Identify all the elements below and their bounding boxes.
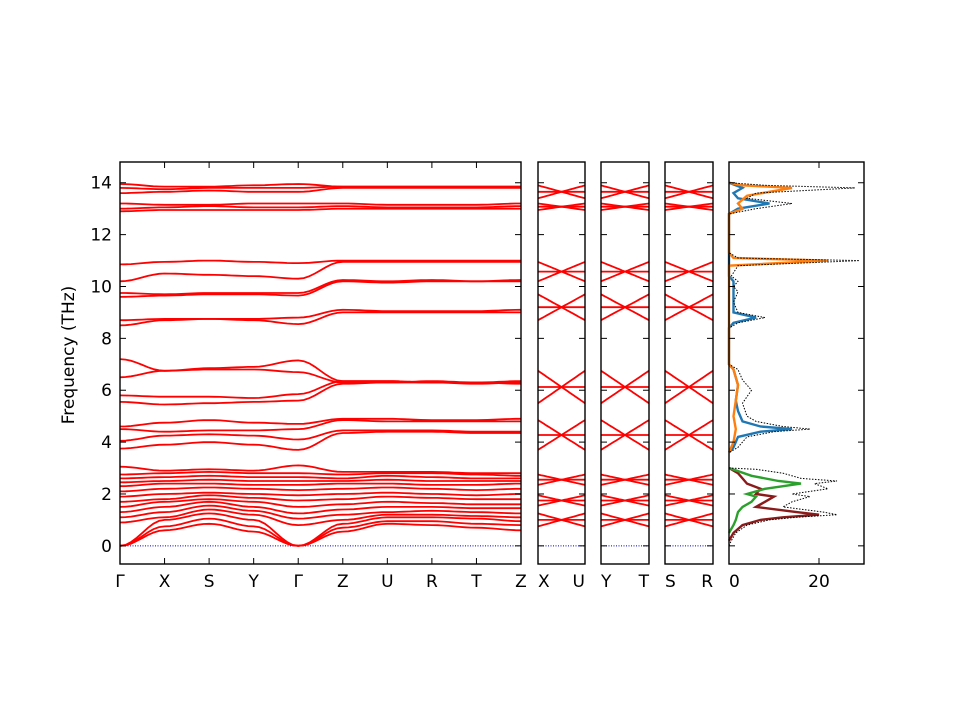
band-line [119, 512, 522, 547]
x-tick-label: Y [247, 572, 259, 592]
y-tick-label: 14 [90, 174, 112, 194]
band-line [119, 259, 521, 266]
band-line [120, 470, 521, 477]
partial-dos-line [727, 181, 793, 454]
band-line [119, 500, 521, 515]
band-line [119, 207, 521, 213]
dos-panel-frame [728, 161, 865, 565]
band-line [119, 486, 521, 493]
dos-x-tick-label: 20 [808, 572, 830, 592]
y-tick-label: 10 [90, 277, 112, 297]
band-line [119, 482, 521, 488]
panel-frame [664, 161, 714, 565]
band-line [119, 498, 521, 508]
band-line [120, 279, 522, 296]
band-line [119, 508, 521, 527]
y-tick-label: 6 [101, 381, 112, 401]
band-line [119, 430, 521, 451]
band-line [119, 522, 522, 547]
partial-dos-line [727, 466, 820, 542]
total-dos-line [728, 182, 860, 547]
x-tick-label: Z [515, 572, 527, 592]
y-tick-label: 4 [101, 433, 112, 453]
band-line [119, 381, 521, 406]
y-axis-label: Frequency (THz) [59, 286, 79, 425]
x-tick-label: X [538, 572, 550, 592]
band-line [119, 491, 521, 498]
y-tick-label: 2 [101, 485, 112, 505]
band-line [119, 464, 521, 475]
x-tick-label: R [701, 572, 713, 592]
panel-frame [600, 161, 650, 565]
band-line [119, 429, 521, 442]
band-line [120, 202, 521, 206]
band-line [119, 358, 521, 384]
band-line [119, 504, 521, 520]
y-tick-label: 0 [101, 537, 112, 557]
x-tick-label: S [665, 572, 676, 592]
dos-x-tick-label: 0 [729, 572, 740, 592]
band-line [119, 260, 521, 283]
band-line [119, 419, 521, 433]
panel-frame [119, 161, 522, 565]
band-line [119, 494, 521, 503]
x-tick-label: T [470, 572, 482, 592]
x-tick-label: U [573, 572, 585, 592]
band-line [120, 478, 521, 484]
band-line [120, 186, 521, 195]
y-tick-label: 12 [90, 226, 112, 246]
y-tick-label: 8 [101, 329, 112, 349]
x-tick-label: S [204, 572, 215, 592]
x-tick-label: Γ [115, 572, 125, 592]
band-line [120, 308, 522, 322]
band-line [119, 417, 521, 428]
x-tick-label: Γ [293, 572, 303, 592]
x-tick-label: X [159, 572, 171, 592]
band-line [119, 183, 521, 188]
partial-dos-line [727, 181, 829, 453]
x-tick-label: R [426, 572, 438, 592]
band-line [119, 205, 521, 210]
x-tick-label: U [381, 572, 393, 592]
x-tick-label: T [638, 572, 650, 592]
band-line [120, 474, 521, 480]
x-tick-label: Y [600, 572, 612, 592]
x-tick-label: Z [337, 572, 349, 592]
panel-frame [537, 161, 586, 565]
partial-dos-line [727, 466, 802, 534]
band-line [119, 517, 522, 547]
